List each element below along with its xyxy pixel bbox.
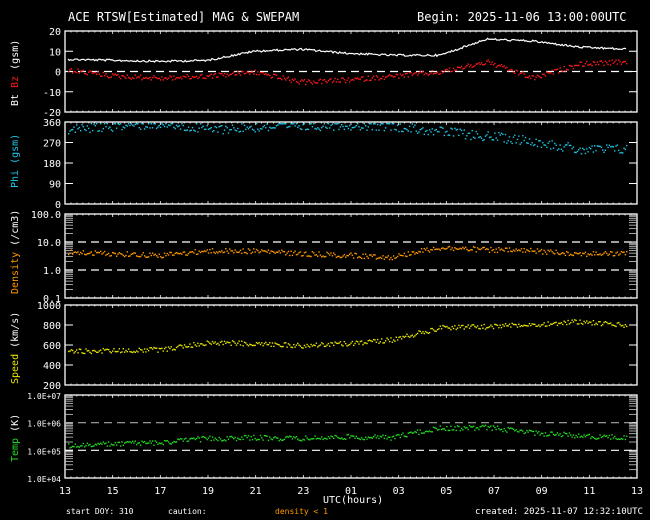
x-tick-label: 15 <box>107 486 119 497</box>
panel-bt-bz: 20 10 0 -10 -20 <box>43 27 638 119</box>
panel-frame <box>64 121 638 205</box>
x-tick-label: 17 <box>154 486 166 497</box>
y-tick-label: 1.0E+04 <box>27 475 61 484</box>
panel-frame <box>64 304 638 386</box>
y-tick-label: 10 <box>49 47 61 58</box>
x-tick-label: 23 <box>297 486 309 497</box>
ylabel-temp-name: Temp <box>10 437 21 462</box>
x-tick-label: 03 <box>393 486 405 497</box>
x-axis-label: UTC(hours) <box>323 495 384 506</box>
y-tick-label: 180 <box>43 159 61 170</box>
ylabel-bt-bz: Bt Bz (gsm) <box>10 40 21 106</box>
y-tick-label: 1.0E+06 <box>27 420 61 429</box>
y-tick-label: 20 <box>49 27 61 38</box>
series-phi <box>68 123 628 155</box>
x-tick-label: 11 <box>583 486 595 497</box>
x-tick-label: 13 <box>59 486 71 497</box>
series-bt <box>67 37 627 63</box>
y-tick-label: 10.0 <box>37 238 61 249</box>
x-tick-label: 05 <box>440 486 452 497</box>
y-tick-label: 1000 <box>37 301 61 312</box>
y-tick-label: 0.1 <box>43 294 61 305</box>
caution-label: caution: <box>168 507 207 516</box>
ylabel-density-unit: (/cm3) <box>10 209 21 246</box>
y-tick-label: -10 <box>43 88 61 99</box>
y-tick-label: 90 <box>49 180 61 191</box>
x-tick-label: 07 <box>488 486 500 497</box>
ylabel-speed: Speed (km/s) <box>10 312 21 384</box>
chart-title: ACE RTSW[Estimated] MAG & SWEPAM <box>68 10 300 24</box>
x-axis-ticks: 13 15 17 19 21 23 01 03 05 07 09 11 13 <box>59 486 643 497</box>
y-tick-label: 1.0E+05 <box>27 447 61 456</box>
panel-temp: 1.0E+07 1.0E+06 1.0E+05 1.0E+04 <box>27 392 638 484</box>
panel-speed: 1000 800 600 400 200 <box>37 301 638 392</box>
y-tick-label: 600 <box>43 341 61 352</box>
x-tick-label: 21 <box>250 486 262 497</box>
x-tick-label: 13 <box>631 486 643 497</box>
ylabel-bt: Bt <box>10 93 21 106</box>
ylabel-temp: Temp (K) <box>10 414 21 462</box>
y-tick-label: 270 <box>43 139 61 150</box>
ylabel-density-name: Density <box>10 251 21 294</box>
caution-text: density < 1 <box>275 507 328 516</box>
y-tick-label: 0 <box>55 200 61 211</box>
ylabel-bz: Bz <box>10 75 21 88</box>
ylabel-speed-unit: (km/s) <box>10 311 21 348</box>
series-bz <box>68 59 628 86</box>
ylabel-phi-unit: (gsm) <box>10 133 21 164</box>
ylabel-density: Density (/cm3) <box>10 210 21 294</box>
y-tick-label: 1.0E+07 <box>27 392 61 401</box>
y-tick-label: 100.0 <box>31 210 61 221</box>
panel-phi: 360 270 180 90 0 <box>43 118 638 211</box>
ylabel-phi-name: Phi <box>10 169 21 188</box>
created-time: created: 2025-11-07 12:32:10UTC <box>475 507 643 517</box>
x-tick-label: 09 <box>536 486 548 497</box>
ylabel-phi: Phi (gsm) <box>10 134 21 188</box>
panel-density: 100.0 10.0 1.0 0.1 <box>31 210 638 305</box>
ylabel-speed-name: Speed <box>10 353 21 384</box>
y-tick-label: -20 <box>43 108 61 119</box>
series-speed <box>68 319 628 355</box>
y-tick-label: 800 <box>43 321 61 332</box>
x-tick-label: 01 <box>345 486 357 497</box>
ylabel-unit-gsm: (gsm) <box>10 39 21 70</box>
start-doy: start DOY: 310 <box>66 507 134 516</box>
y-tick-label: 360 <box>43 118 61 129</box>
y-tick-label: 0 <box>55 68 61 79</box>
y-tick-label: 200 <box>43 381 61 392</box>
y-tick-label: 400 <box>43 361 61 372</box>
series-temp <box>68 424 628 449</box>
begin-time: Begin: 2025-11-06 13:00:00UTC <box>417 10 627 24</box>
y-tick-label: 1.0 <box>43 266 61 277</box>
x-tick-label: 19 <box>202 486 214 497</box>
series-density <box>68 245 628 261</box>
ylabel-temp-unit: (K) <box>10 413 21 432</box>
